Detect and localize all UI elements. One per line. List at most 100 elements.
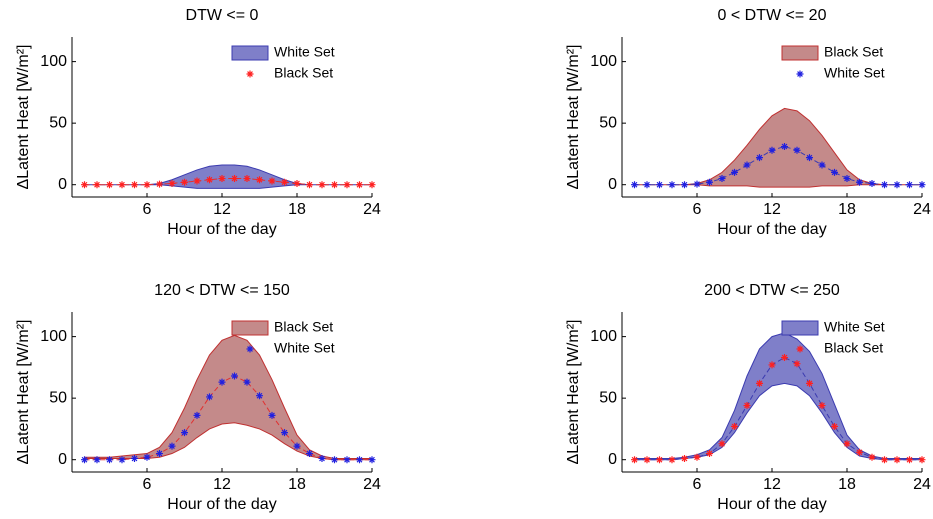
marker bbox=[343, 456, 351, 464]
mean-line bbox=[84, 375, 372, 461]
y-axis-label: ΔLatent Heat [W/m²] bbox=[565, 45, 582, 190]
marker bbox=[756, 154, 763, 162]
x-tick-label: 12 bbox=[763, 476, 781, 493]
marker bbox=[268, 411, 276, 419]
marker bbox=[681, 181, 688, 189]
marker bbox=[368, 181, 376, 189]
marker bbox=[806, 379, 813, 387]
marker bbox=[231, 372, 238, 380]
marker bbox=[106, 456, 113, 464]
x-tick-label: 24 bbox=[913, 476, 931, 493]
marker bbox=[668, 181, 676, 189]
legend-marker bbox=[246, 345, 254, 353]
marker bbox=[231, 175, 238, 183]
y-axis-label: ΔLatent Heat [W/m²] bbox=[565, 320, 582, 465]
y-tick-label: 100 bbox=[590, 328, 617, 345]
marker bbox=[168, 179, 176, 187]
marker bbox=[681, 454, 688, 462]
marker bbox=[331, 456, 338, 464]
marker bbox=[293, 179, 301, 187]
legend-swatch bbox=[781, 45, 819, 61]
legend-label: Black Set bbox=[824, 44, 883, 60]
marker bbox=[731, 168, 738, 176]
marker bbox=[643, 456, 651, 464]
legend-label: White Set bbox=[824, 65, 885, 81]
marker bbox=[206, 393, 213, 401]
marker bbox=[856, 448, 863, 456]
marker bbox=[918, 456, 926, 464]
y-tick-label: 50 bbox=[49, 114, 67, 131]
y-axis-label: ΔLatent Heat [W/m²] bbox=[15, 45, 32, 190]
marker bbox=[93, 181, 101, 189]
legend-swatch bbox=[231, 320, 269, 336]
legend-label: Black Set bbox=[274, 319, 333, 335]
x-axis-label: Hour of the day bbox=[167, 496, 276, 513]
marker bbox=[306, 450, 313, 458]
marker bbox=[256, 392, 263, 400]
marker bbox=[881, 181, 888, 189]
x-tick-label: 24 bbox=[363, 201, 381, 218]
x-tick-label: 6 bbox=[693, 476, 702, 493]
marker bbox=[856, 178, 863, 186]
legend-label: White Set bbox=[274, 44, 335, 60]
y-tick-label: 50 bbox=[49, 389, 67, 406]
y-axis-label: ΔLatent Heat [W/m²] bbox=[15, 320, 32, 465]
marker bbox=[168, 442, 176, 450]
legend-marker bbox=[796, 70, 804, 78]
marker bbox=[818, 161, 826, 169]
marker bbox=[631, 456, 638, 464]
marker bbox=[243, 378, 251, 386]
marker bbox=[906, 181, 913, 189]
marker bbox=[143, 181, 151, 189]
y-tick-label: 0 bbox=[608, 451, 617, 468]
axes-frame bbox=[622, 312, 922, 472]
marker bbox=[743, 402, 751, 410]
y-tick-label: 100 bbox=[590, 53, 617, 70]
marker bbox=[831, 168, 838, 176]
marker bbox=[131, 454, 138, 462]
y-tick-label: 0 bbox=[58, 176, 67, 193]
marker bbox=[256, 176, 263, 184]
marker bbox=[731, 422, 738, 430]
marker bbox=[193, 411, 201, 419]
marker bbox=[81, 181, 88, 189]
marker bbox=[343, 181, 351, 189]
legend-label: White Set bbox=[274, 340, 335, 356]
legend-swatch bbox=[231, 45, 269, 61]
subplot-title: 120 < DTW <= 150 bbox=[154, 282, 290, 299]
legend-marker bbox=[796, 345, 804, 353]
marker bbox=[831, 422, 838, 430]
y-tick-label: 50 bbox=[599, 389, 617, 406]
marker bbox=[906, 456, 913, 464]
marker bbox=[818, 402, 826, 410]
marker bbox=[656, 456, 663, 464]
x-tick-label: 12 bbox=[213, 476, 231, 493]
marker bbox=[281, 429, 288, 437]
marker bbox=[781, 354, 788, 362]
x-tick-label: 18 bbox=[288, 201, 306, 218]
marker bbox=[706, 178, 713, 186]
marker bbox=[243, 175, 251, 183]
marker bbox=[793, 146, 801, 154]
x-tick-label: 6 bbox=[143, 201, 152, 218]
marker bbox=[93, 456, 101, 464]
subplot-title: 0 < DTW <= 20 bbox=[718, 7, 827, 24]
marker bbox=[706, 450, 713, 458]
y-tick-label: 100 bbox=[40, 53, 67, 70]
marker bbox=[881, 456, 888, 464]
x-tick-label: 24 bbox=[913, 201, 931, 218]
marker bbox=[356, 181, 363, 189]
marker bbox=[693, 453, 701, 461]
x-tick-label: 24 bbox=[363, 476, 381, 493]
legend-label: Black Set bbox=[274, 65, 333, 81]
marker bbox=[106, 181, 113, 189]
marker bbox=[318, 181, 326, 189]
y-tick-label: 50 bbox=[599, 114, 617, 131]
marker bbox=[918, 181, 926, 189]
band-area bbox=[84, 164, 372, 189]
marker bbox=[868, 179, 876, 187]
legend-label: Black Set bbox=[824, 340, 883, 356]
x-tick-label: 18 bbox=[838, 476, 856, 493]
marker bbox=[368, 456, 376, 464]
